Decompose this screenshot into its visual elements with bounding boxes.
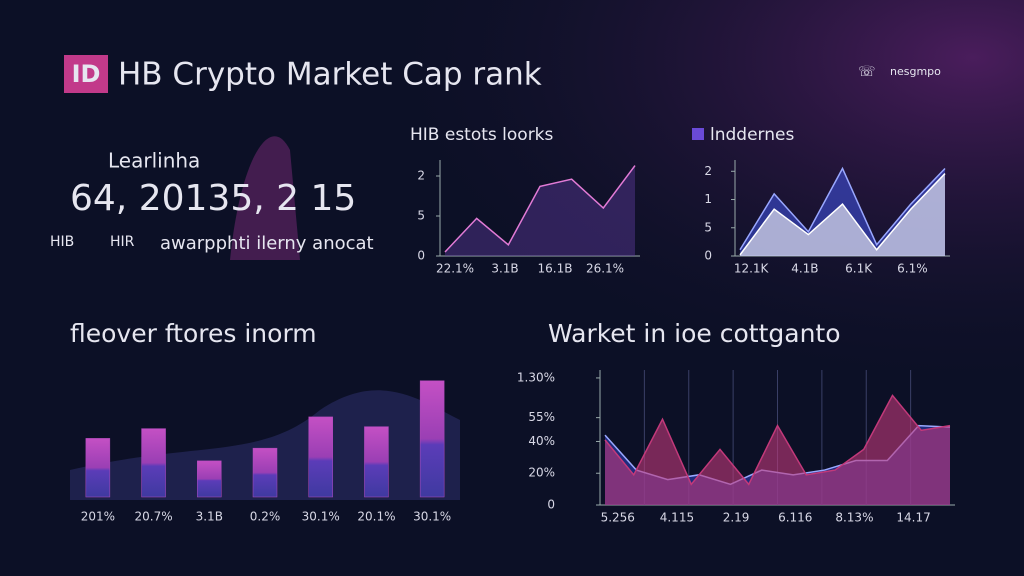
x-tick-label: 201%: [81, 510, 115, 524]
x-tick-label: 5.256: [601, 511, 635, 525]
badge: ☏: [858, 64, 876, 80]
x-tick-label: 0.2%: [250, 510, 281, 524]
stat-label: Learlinha: [108, 149, 200, 173]
y-tick-label: 40%: [528, 434, 555, 448]
chart-title: fleover ftores inorm: [70, 319, 317, 348]
x-tick-label: 26.1%: [586, 262, 624, 276]
line: [739, 173, 946, 256]
bar: [364, 426, 389, 498]
icon: [692, 128, 704, 140]
logo: [64, 55, 108, 93]
decor: [70, 390, 460, 500]
title: HB Crypto Market Cap rank: [118, 57, 542, 93]
x-tick-label: 20.1%: [357, 510, 395, 524]
x-tick-label: 3.1B: [491, 262, 518, 276]
line: [604, 394, 951, 486]
badge-text: nesgmpo: [890, 65, 941, 78]
x-tick-label: 4.115: [660, 511, 694, 525]
y-tick-label: 1: [704, 192, 712, 206]
bar: [197, 460, 222, 498]
bar: [252, 447, 278, 498]
chart-title: HIB estots loorks: [410, 125, 554, 145]
x-tick-label: 6.1K: [845, 262, 873, 276]
stat-caption: awarpphti ilerny anocat: [160, 233, 374, 254]
x-tick-label: 12.1K: [734, 262, 770, 276]
bar: [85, 438, 111, 498]
y-tick-label: 5: [417, 209, 425, 223]
y-tick-label: 0: [417, 249, 425, 263]
bar: [141, 428, 166, 498]
x-tick-label: 6.1%: [897, 262, 928, 276]
x-tick-label: 22.1%: [436, 262, 474, 276]
stat-value: 64, 20135, 2 15: [70, 178, 356, 219]
chart-title: Warket in ioe cottganto: [548, 319, 841, 348]
y-tick-label: 1.30%: [517, 370, 555, 384]
y-tick-label: 20%: [528, 466, 555, 480]
line: [444, 165, 636, 253]
chart-title: lnddernes: [710, 125, 794, 145]
line: [739, 166, 946, 251]
y-tick-label: 2: [417, 169, 425, 183]
logo-text: ID: [72, 60, 101, 88]
bar: [419, 380, 445, 498]
area: [740, 173, 945, 256]
x-tick-label: 30.1%: [302, 510, 340, 524]
y-tick-label: 5: [704, 220, 712, 234]
x-tick-label: 8.13%: [835, 511, 873, 525]
x-tick-label: 6.116: [778, 511, 812, 525]
decor: [230, 136, 300, 260]
x-tick-label: 3.1B: [196, 510, 223, 524]
stat-tag: HIB: [50, 234, 74, 250]
x-tick-label: 30.1%: [413, 510, 451, 524]
x-tick-label: 2.19: [723, 511, 750, 525]
area: [605, 395, 950, 505]
y-tick-label: 2: [704, 164, 712, 178]
stat-tag: HIR: [110, 234, 135, 250]
bar: [308, 416, 333, 498]
y-tick-label: 0: [547, 498, 555, 512]
y-tick-label: 0: [704, 249, 712, 263]
x-tick-label: 14.17: [896, 511, 930, 525]
area: [445, 165, 635, 256]
y-tick-label: 55%: [528, 410, 555, 424]
x-tick-label: 16.1B: [538, 262, 573, 276]
x-tick-label: 4.1B: [791, 262, 818, 276]
x-tick-label: 20.7%: [135, 510, 173, 524]
